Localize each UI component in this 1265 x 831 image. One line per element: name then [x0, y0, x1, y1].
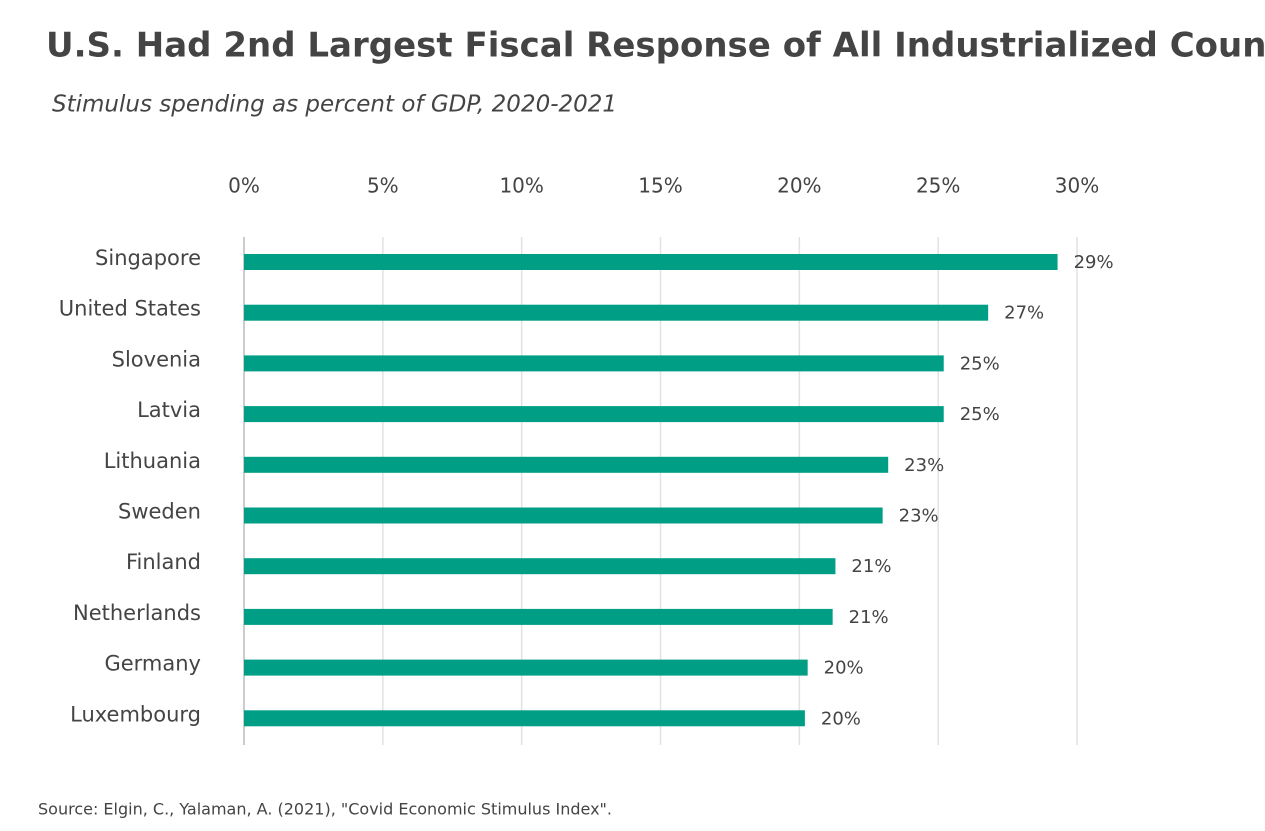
value-label: 21%: [851, 556, 891, 577]
category-label: Slovenia: [112, 347, 201, 371]
bar: [244, 558, 836, 575]
category-label: Lithuania: [104, 449, 201, 473]
bar: [244, 456, 889, 473]
chart-subtitle: Stimulus spending as percent of GDP, 202…: [52, 92, 617, 118]
bar: [244, 659, 808, 676]
x-tick-label: 0%: [228, 174, 260, 198]
bar: [244, 304, 989, 321]
chart-title: U.S. Had 2nd Largest Fiscal Response of …: [46, 26, 1265, 66]
x-tick-label: 5%: [367, 174, 399, 198]
x-tick-label: 10%: [499, 174, 543, 198]
value-label: 27%: [1004, 303, 1044, 324]
bar: [244, 507, 883, 524]
category-label: Netherlands: [73, 601, 201, 625]
bar: [244, 710, 805, 727]
category-label: Germany: [104, 652, 201, 676]
source-note: Source: Elgin, C., Yalaman, A. (2021), "…: [38, 800, 612, 819]
x-tick-label: 30%: [1055, 174, 1099, 198]
bar: [244, 608, 833, 625]
category-label: Latvia: [137, 398, 201, 422]
value-label: 25%: [960, 404, 1000, 425]
value-label: 20%: [824, 658, 864, 679]
value-label: 23%: [899, 506, 939, 527]
category-label: Finland: [126, 550, 201, 574]
value-label: 25%: [960, 353, 1000, 374]
value-label: 29%: [1074, 252, 1114, 273]
category-label: Sweden: [118, 500, 201, 524]
x-tick-label: 25%: [916, 174, 960, 198]
value-label: 23%: [904, 455, 944, 476]
category-label: Singapore: [95, 246, 201, 270]
x-tick-label: 15%: [638, 174, 682, 198]
x-tick-label: 20%: [777, 174, 821, 198]
category-label: Luxembourg: [70, 702, 201, 726]
bar: [244, 406, 944, 423]
value-label: 21%: [849, 607, 889, 628]
value-label: 20%: [821, 708, 861, 729]
category-label: United States: [59, 297, 201, 321]
bar: [244, 254, 1058, 270]
bar: [244, 355, 944, 372]
